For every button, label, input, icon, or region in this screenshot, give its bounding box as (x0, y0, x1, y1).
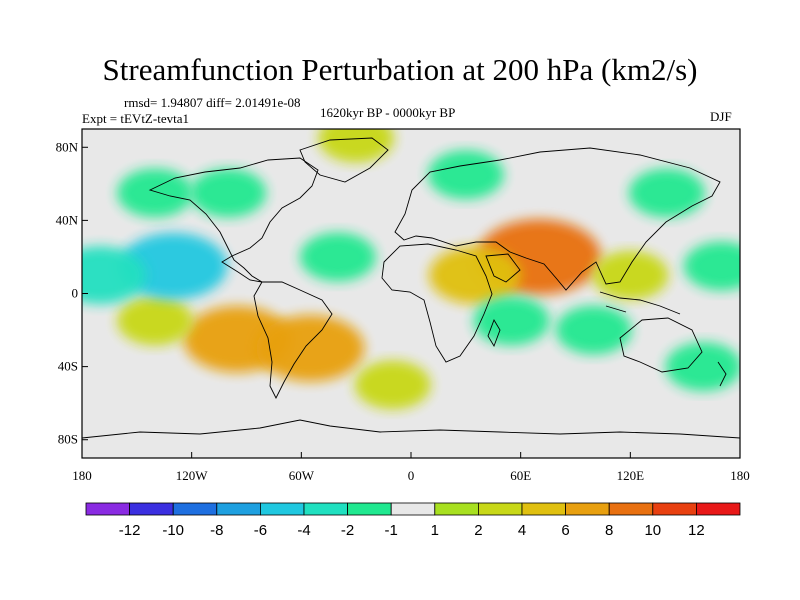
colorbar-swatch (172, 502, 218, 516)
colorbar-label: 1 (431, 522, 439, 539)
anomaly-cell-4 (256, 315, 365, 382)
lon-tick-label: 0 (408, 468, 415, 483)
colorbar-label: -10 (162, 522, 184, 539)
rmsd-text: rmsd= 1.94807 diff= 2.01491e-08 (124, 95, 301, 110)
colorbar-swatch (521, 502, 566, 516)
period-label: 1620kyr BP - 0000kyr BP (320, 105, 456, 120)
colorbar-swatch (216, 502, 261, 516)
colorbar-label: -12 (119, 522, 141, 539)
map-title: Streamfunction Perturbation at 200 hPa (… (102, 52, 698, 87)
colorbar-swatch (434, 502, 479, 516)
anomaly-cell-7 (82, 246, 147, 305)
colorbar-swatch (608, 502, 654, 516)
colorbar-label: 4 (518, 522, 526, 539)
season-label: DJF (710, 109, 732, 124)
colorbar-swatch (259, 502, 305, 516)
colorbar: -12 -10 -8 -6 -4 -2 -1 1 2 4 6 8 10 12 (85, 502, 741, 539)
anomaly-cell-6 (119, 232, 228, 300)
coastlines (82, 137, 740, 439)
lat-axis: 80N 40N 0 40S 80S (56, 139, 88, 447)
colorbar-label: -6 (254, 522, 267, 539)
colorbar-swatch (347, 502, 392, 516)
anomaly-cell-13 (427, 150, 504, 200)
experiment-label: Expt = tEVtZ-tevta1 (82, 111, 189, 126)
colorbar-label: 12 (688, 522, 705, 539)
lon-tick-label: 60W (289, 468, 315, 483)
colorbar-label: 8 (605, 522, 613, 539)
anomaly-cell-9 (473, 296, 550, 346)
colorbar-swatch (652, 502, 697, 516)
anomaly-cell-15 (117, 168, 194, 218)
colorbar-label: -2 (341, 522, 354, 539)
colorbar-swatch (565, 502, 610, 516)
colorbar-swatch (129, 502, 174, 516)
anomaly-cell-11 (683, 241, 740, 291)
colorbar-swatch (696, 502, 741, 516)
colorbar-label: -8 (210, 522, 223, 539)
colorbar-swatch (85, 502, 130, 516)
lat-tick-label: 40N (56, 212, 79, 227)
colorbar-label: -4 (297, 522, 310, 539)
anomaly-cell-12 (190, 168, 267, 218)
anomaly-cell-1 (428, 246, 521, 305)
anomaly-cell-5 (117, 296, 194, 346)
lon-axis: 180 120W 60W 0 60E 120E 180 (72, 452, 750, 483)
anomaly-field (82, 129, 740, 410)
lon-tick-label: 60E (510, 468, 531, 483)
anomaly-cell-14 (628, 168, 705, 218)
lat-tick-label: 0 (72, 286, 79, 301)
colorbar-swatch (477, 502, 523, 516)
anomaly-cell-8 (299, 232, 376, 282)
anomaly-cell-10 (555, 305, 632, 355)
lon-tick-label: 180 (72, 468, 92, 483)
anomaly-cell-17 (354, 360, 431, 410)
lat-tick-label: 80N (56, 139, 79, 154)
lon-tick-label: 120W (176, 468, 209, 483)
colorbar-label: 6 (561, 522, 569, 539)
anomaly-cell-16 (665, 342, 740, 392)
lon-tick-label: 180 (730, 468, 750, 483)
colorbar-label: 2 (474, 522, 482, 539)
colorbar-swatch (390, 502, 436, 516)
anomaly-cell-18 (318, 129, 395, 163)
lon-tick-label: 120E (617, 468, 645, 483)
colorbar-swatch (303, 502, 348, 516)
anomaly-cell-2 (592, 250, 669, 300)
lat-tick-label: 80S (58, 432, 78, 447)
colorbar-label: -1 (385, 522, 398, 539)
colorbar-label: 10 (644, 522, 661, 539)
lat-tick-label: 40S (58, 359, 78, 374)
